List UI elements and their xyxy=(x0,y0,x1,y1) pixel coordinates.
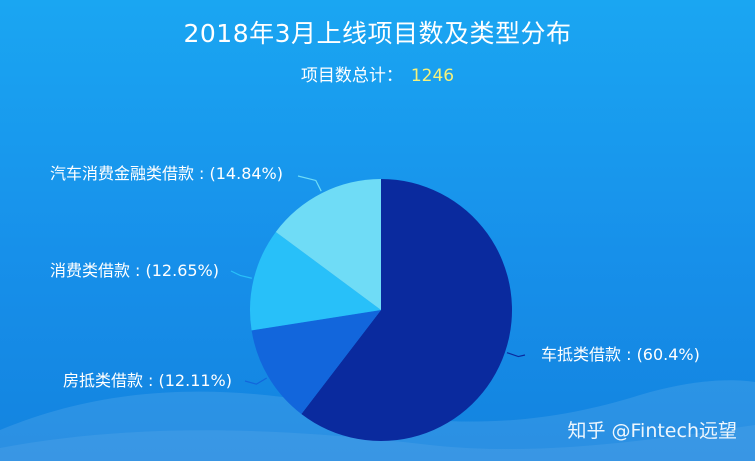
slice-label: 汽车消费金融类借款 : (14.84%) xyxy=(50,164,283,183)
pie-slice xyxy=(250,231,381,331)
slice-label: 房抵类借款 : (12.11%) xyxy=(63,371,232,390)
total-label: 项目数总计： xyxy=(300,66,403,86)
slice-label: 消费类借款 : (12.65%) xyxy=(50,261,219,280)
pie-slice xyxy=(251,310,381,415)
chart-subtitle: 项目数总计： 1246 xyxy=(0,61,755,86)
leader-line xyxy=(506,352,526,358)
leader-line xyxy=(297,175,322,192)
total-value: 1246 xyxy=(410,66,455,86)
leader-line xyxy=(230,270,252,279)
watermark: 知乎 @Fintech远望 xyxy=(567,420,737,442)
chart-title: 2018年3月上线项目数及类型分布 xyxy=(183,19,572,48)
pie-slice xyxy=(275,179,381,310)
leader-line xyxy=(244,377,268,385)
slice-label: 车抵类借款 : (60.4%) xyxy=(541,345,700,364)
pie-slice xyxy=(301,179,512,441)
